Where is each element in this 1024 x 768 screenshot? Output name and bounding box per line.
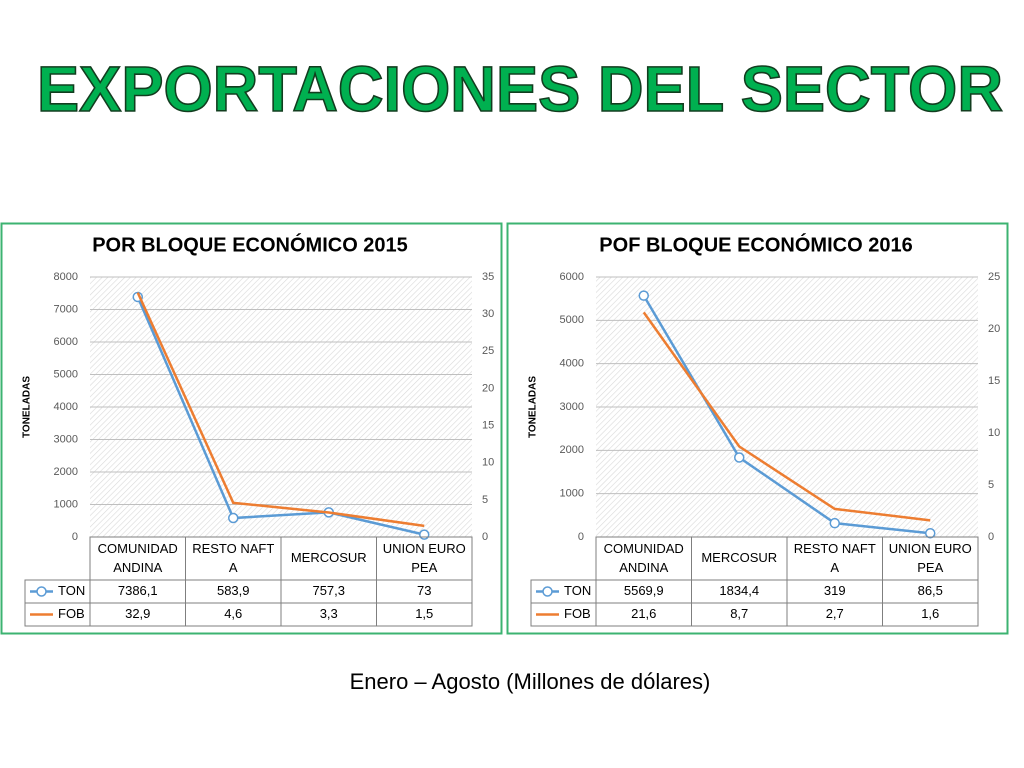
- y2-tick-label: 10: [988, 427, 1000, 439]
- slide-title: EXPORTACIONES DEL SECTOR: [37, 53, 1003, 125]
- y2-tick-label: 20: [988, 323, 1000, 335]
- legend-label: FOB: [564, 606, 591, 621]
- category-cell: RESTO NAFTA: [192, 540, 275, 575]
- table-value: 32,9: [125, 606, 150, 621]
- category-cell: COMUNIDAD ANDINA: [603, 540, 684, 575]
- chart-title: POR BLOQUE ECONÓMICO 2015: [92, 232, 408, 256]
- x-tick-label: MERCOSUR: [701, 550, 778, 566]
- y2-tick-label: 15: [988, 375, 1000, 387]
- table-value: 1834,4: [719, 583, 759, 598]
- y-tick-label: 0: [72, 531, 78, 543]
- x-tick-label: COMUNIDAD ANDINA: [603, 540, 684, 575]
- table-value: 1,6: [921, 606, 939, 621]
- y2-tick-label: 5: [482, 494, 488, 506]
- x-tick-label: UNION EUROPEA: [888, 540, 972, 575]
- y-tick-label: 2000: [54, 466, 78, 478]
- footer: Enero – Agosto (Millones de dólares): [350, 669, 711, 694]
- marker: [228, 512, 239, 524]
- y2-tick-label: 35: [482, 271, 494, 283]
- y-tick-label: 5000: [54, 368, 78, 380]
- marker: [734, 452, 745, 463]
- y2-tick-label: 20: [482, 382, 494, 394]
- y2-tick-label: 10: [482, 457, 494, 469]
- category-cell: MERCOSUR: [290, 550, 367, 566]
- legend-marker: [542, 586, 553, 597]
- table-value: 8,7: [730, 606, 748, 621]
- table-value: 1,5: [415, 606, 433, 621]
- marker: [925, 528, 936, 539]
- series-line: [642, 311, 931, 522]
- x-tick-label: RESTO NAFTA: [192, 540, 275, 575]
- category-cell: COMUNIDAD ANDINA: [97, 540, 178, 575]
- legend-label: FOB: [58, 606, 85, 621]
- table-value: 319: [824, 583, 846, 598]
- y-tick-label: 1000: [560, 488, 584, 500]
- table-value: 3,3: [320, 606, 338, 621]
- x-tick-label: COMUNIDAD ANDINA: [97, 540, 178, 575]
- y-tick-label: 2000: [560, 444, 584, 456]
- marker: [638, 290, 649, 301]
- y-tick-label: 6000: [54, 336, 78, 348]
- y-tick-label: 0: [578, 531, 584, 543]
- y-axis-label: TONELADAS: [22, 376, 33, 438]
- table-value: 21,6: [631, 606, 656, 621]
- y2-tick-label: 5: [988, 479, 994, 491]
- category-cell: UNION EUROPEA: [888, 540, 972, 575]
- y-tick-label: 3000: [54, 433, 78, 445]
- chart-title: POF BLOQUE ECONÓMICO 2016: [599, 232, 912, 256]
- x-tick-label: RESTO NAFTA: [793, 540, 876, 575]
- table-value: 7386,1: [118, 583, 158, 598]
- marker: [829, 517, 840, 529]
- y-axis-label: TONELADAS: [528, 376, 539, 438]
- table-value: 583,9: [217, 583, 250, 598]
- table-value: 73: [417, 583, 431, 598]
- series-line: [136, 296, 425, 536]
- y2-tick-label: 25: [988, 271, 1000, 283]
- legend-label: TON: [58, 583, 85, 598]
- series-line: [136, 292, 425, 528]
- table-value: 86,5: [918, 583, 943, 598]
- legend-marker: [36, 586, 47, 597]
- y2-tick-label: 30: [482, 308, 494, 320]
- y-tick-label: 3000: [560, 401, 584, 413]
- category-cell: MERCOSUR: [701, 550, 778, 566]
- legend-label: TON: [564, 583, 591, 598]
- y2-tick-label: 0: [988, 531, 994, 543]
- y-tick-label: 1000: [54, 498, 78, 510]
- y-tick-label: 7000: [54, 303, 78, 315]
- table-value: 5569,9: [624, 583, 664, 598]
- y-tick-label: 5000: [560, 314, 584, 326]
- series-line: [642, 295, 931, 535]
- x-tick-label: UNION EUROPEA: [382, 540, 466, 575]
- y2-tick-label: 25: [482, 345, 494, 357]
- table-value: 4,6: [224, 606, 242, 621]
- y-tick-label: 4000: [54, 401, 78, 413]
- x-tick-label: MERCOSUR: [290, 550, 367, 566]
- y-tick-label: 8000: [54, 271, 78, 283]
- category-cell: RESTO NAFTA: [793, 540, 876, 575]
- table-value: 2,7: [826, 606, 844, 621]
- y2-tick-label: 15: [482, 419, 494, 431]
- y-tick-label: 4000: [560, 358, 584, 370]
- y-tick-label: 6000: [560, 271, 584, 283]
- y2-tick-label: 0: [482, 531, 488, 543]
- category-cell: UNION EUROPEA: [382, 540, 466, 575]
- table-value: 757,3: [312, 583, 345, 598]
